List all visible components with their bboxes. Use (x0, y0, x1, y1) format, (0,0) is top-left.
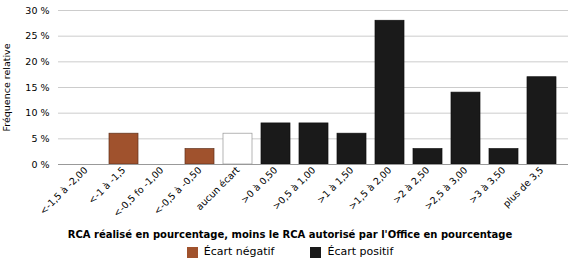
svg-text:>1 à 1,50: >1 à 1,50 (315, 164, 356, 205)
svg-text:25 %: 25 % (25, 30, 49, 41)
svg-text:aucun écart: aucun écart (194, 164, 242, 212)
svg-text:20 %: 20 % (25, 56, 49, 67)
svg-text:0 %: 0 % (31, 159, 49, 170)
svg-text:>1,5 à 2,00: >1,5 à 2,00 (346, 164, 393, 211)
html-text:Écart négatif: Écart négatif (203, 245, 275, 258)
svg-text:plus de 3,5: plus de 3,5 (501, 164, 546, 209)
svg-text:>0 à 0,50: >0 à 0,50 (239, 164, 280, 205)
svg-text:<-0,5 à -0,50: <-0,5 à -0,50 (151, 164, 203, 216)
svg-text:15 %: 15 % (25, 82, 49, 93)
html-text:Écart positif: Écart positif (327, 245, 394, 258)
svg-text:>0,5 à 1,00: >0,5 à 1,00 (270, 164, 317, 211)
svg-text:>2,5 à 3,00: >2,5 à 3,00 (422, 164, 469, 211)
svg-text:>3 à 3,50: >3 à 3,50 (467, 164, 508, 205)
svg-text:Fréquence relative: Fréquence relative (1, 43, 12, 131)
svg-text:<-0,5 fo -1,00: <-0,5 fo -1,00 (110, 164, 166, 219)
svg-text:10 %: 10 % (25, 107, 49, 118)
svg-text:<-1 à -1,5: <-1 à -1,5 (86, 164, 128, 206)
svg-text:5 %: 5 % (31, 133, 49, 144)
svg-text:<-1,5 à -2,00: <-1,5 à -2,00 (37, 164, 89, 216)
svg-text:30 %: 30 % (25, 5, 49, 16)
html-text:RCA réalisé en pourcentage, mo: RCA réalisé en pourcentage, moins le RCA… (67, 229, 513, 240)
svg-text:>2 à 2,50: >2 à 2,50 (391, 164, 432, 205)
